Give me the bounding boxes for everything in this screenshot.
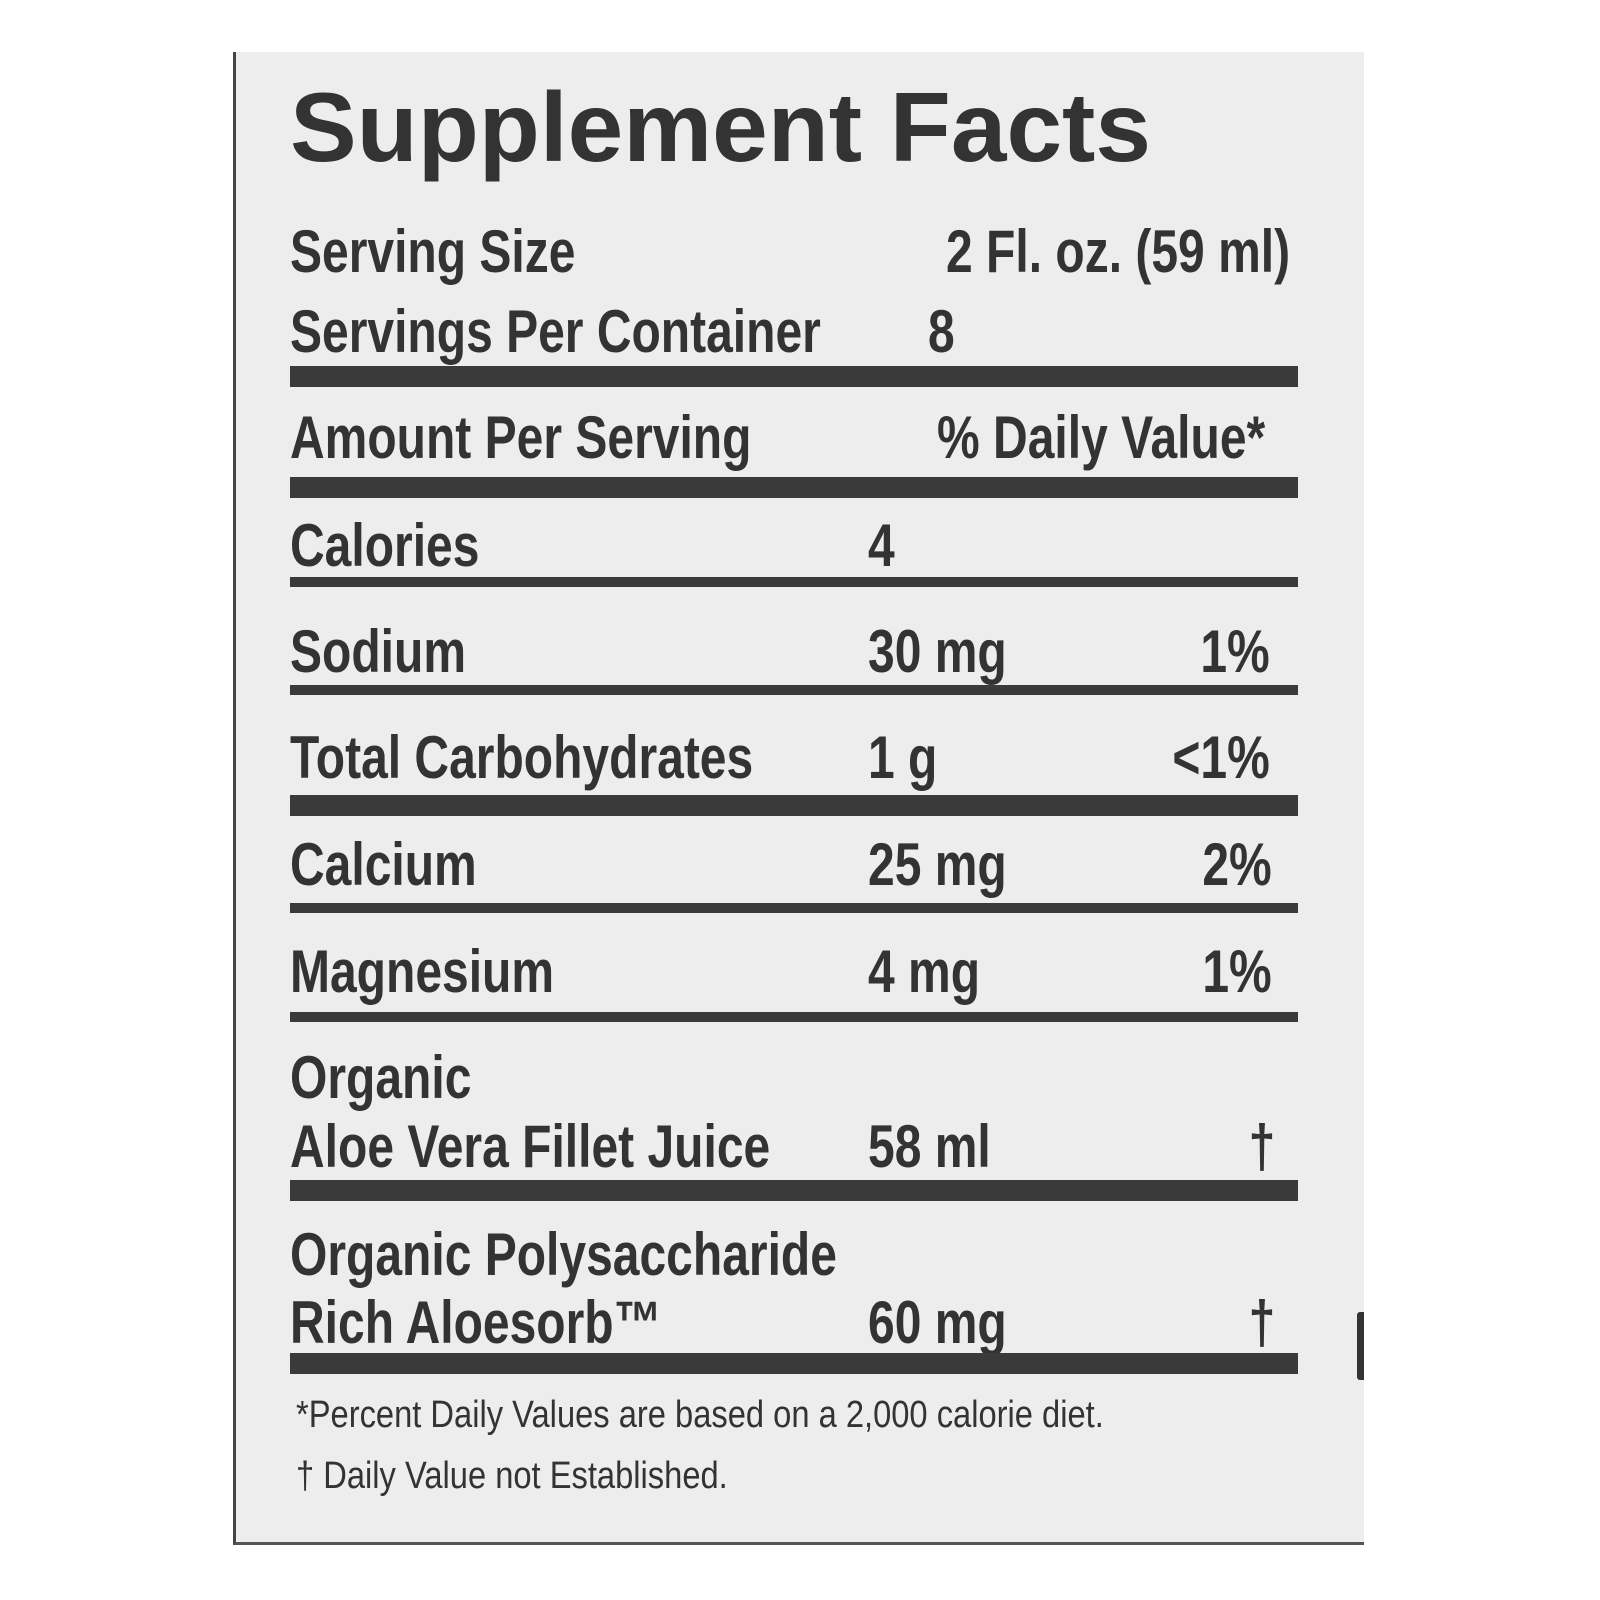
row-carbs-amount: 1 g — [868, 724, 938, 791]
divider — [290, 903, 1298, 913]
row-polysaccharide-amount: 60 mg — [868, 1289, 1007, 1356]
row-sodium-dv: 1% — [1200, 618, 1270, 685]
divider — [290, 795, 1298, 816]
row-magnesium-dv: 1% — [1202, 938, 1272, 1005]
row-polysaccharide-name-line2: Rich Aloesorb™ — [290, 1289, 662, 1356]
row-calcium-amount: 25 mg — [868, 831, 1007, 898]
divider — [290, 366, 1298, 387]
row-magnesium-name: Magnesium — [290, 938, 555, 1005]
row-calories-name: Calories — [290, 512, 480, 579]
amount-per-serving-header: Amount Per Serving — [290, 404, 752, 471]
row-polysaccharide-dv: † — [1248, 1289, 1275, 1356]
row-aloe-amount: 58 ml — [868, 1113, 991, 1180]
footnote-daily-values: *Percent Daily Values are based on a 2,0… — [296, 1394, 1104, 1436]
divider — [290, 1180, 1298, 1201]
daily-value-header: % Daily Value* — [936, 404, 1265, 471]
row-calcium-name: Calcium — [290, 831, 477, 898]
row-polysaccharide-name-line1: Organic Polysaccharide — [290, 1221, 837, 1288]
servings-per-container-label: Servings Per Container — [290, 298, 821, 365]
footnote-not-established: † Daily Value not Established. — [296, 1455, 728, 1497]
row-aloe-name-line2: Aloe Vera Fillet Juice — [290, 1113, 771, 1180]
label-title: Supplement Facts — [290, 72, 1151, 182]
divider — [290, 477, 1298, 498]
row-calories-amount: 4 — [868, 512, 895, 579]
edge-mark — [1357, 1312, 1364, 1380]
divider — [290, 685, 1298, 695]
row-calcium-dv: 2% — [1202, 831, 1272, 898]
serving-size-value: 2 Fl. oz. (59 ml) — [945, 218, 1290, 285]
row-magnesium-amount: 4 mg — [868, 938, 981, 1005]
servings-per-container-value: 8 — [928, 298, 955, 365]
row-sodium-amount: 30 mg — [868, 618, 1007, 685]
row-carbs-name: Total Carbohydrates — [290, 724, 754, 791]
row-aloe-name-line1: Organic — [290, 1044, 472, 1111]
divider — [290, 1353, 1298, 1374]
row-carbs-dv: <1% — [1172, 724, 1270, 791]
serving-size-label: Serving Size — [290, 218, 576, 285]
divider — [290, 577, 1298, 587]
divider — [290, 1012, 1298, 1022]
row-aloe-dv: † — [1248, 1113, 1275, 1180]
row-sodium-name: Sodium — [290, 618, 466, 685]
